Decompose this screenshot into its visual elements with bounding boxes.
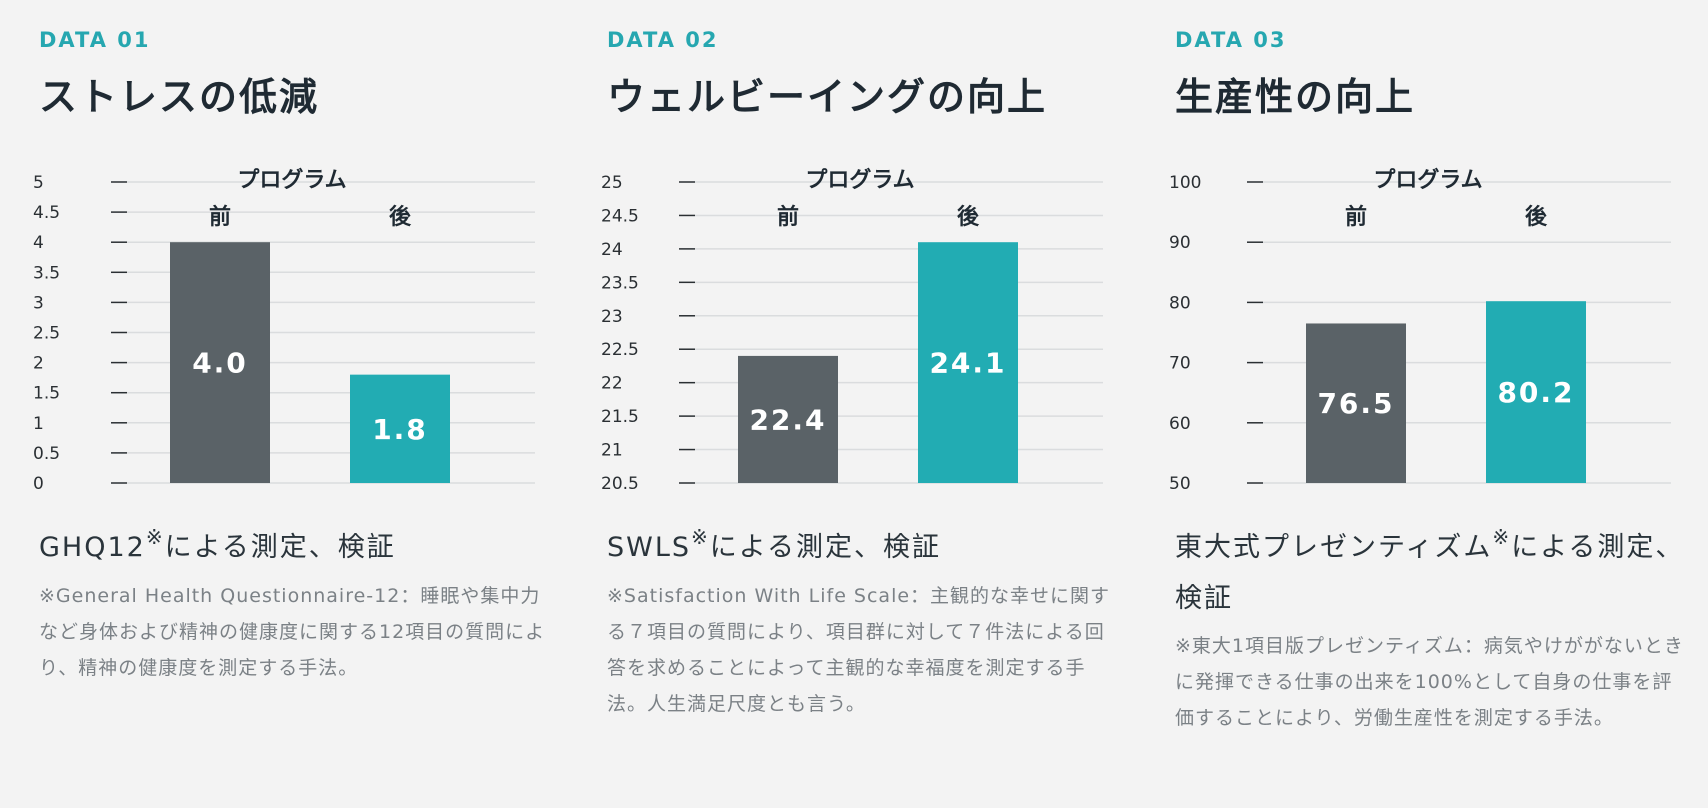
y-tick-label: 60: [1169, 414, 1191, 434]
y-tick-label: 24: [601, 240, 623, 260]
method-name: 東大式プレゼンティズム: [1175, 532, 1493, 563]
chart-group-title: プログラム: [237, 167, 346, 193]
panel-tag: DATA 01: [39, 28, 151, 52]
y-tick-label: 50: [1169, 474, 1191, 494]
y-tick-label: 1.5: [33, 384, 60, 404]
category-label: 前: [1345, 204, 1367, 230]
bar-after: [350, 374, 450, 483]
note-mark: ※: [145, 525, 165, 549]
bar-value-label: 24.1: [929, 347, 1006, 380]
bar-after: [918, 242, 1018, 483]
y-tick-label: 90: [1169, 233, 1191, 253]
y-tick-label: 4.5: [33, 203, 60, 223]
method-note: ※Satisfaction With Life Scale：主観的な幸せに関する…: [607, 585, 1111, 715]
chart-group-title: プログラム: [1373, 167, 1482, 193]
y-tick-label: 22: [601, 374, 623, 394]
panel-tag: DATA 03: [1175, 28, 1287, 52]
panel-title: ストレスの低減: [39, 75, 320, 119]
y-tick-label: 3.5: [33, 263, 60, 283]
bar-chart-productivity: 50 60 70 80 90 100 プログラム 76.5 前 80.2 後: [1169, 167, 1671, 494]
method-suffix: による測定、検証: [164, 532, 396, 563]
y-tick-label: 24.5: [601, 206, 639, 226]
bar-value-label: 1.8: [372, 413, 428, 446]
panel-tag: DATA 02: [607, 28, 719, 52]
y-tick-label: 0: [33, 474, 44, 494]
method-heading: 東大式プレゼンティズム※による測定、検証: [1175, 522, 1685, 624]
note-mark: ※: [1492, 525, 1512, 549]
method-name: GHQ12: [39, 532, 146, 563]
bar-value-label: 76.5: [1317, 387, 1394, 420]
bar-before: [170, 242, 270, 483]
bar-chart-wellbeing: 20.5 21 21.5 22 22.5 23 23.5 24 24.5 25 プログラム 22.4 前…: [601, 167, 1103, 494]
y-tick-label: 4: [33, 233, 44, 253]
y-tick-label: 23.5: [601, 273, 639, 293]
category-label: 前: [777, 204, 799, 230]
y-tick-label: 2: [33, 354, 44, 374]
method-suffix: による測定、検証: [1175, 532, 1685, 614]
y-tick-label: 100: [1169, 173, 1201, 193]
method-heading: SWLS※による測定、検証: [607, 522, 1117, 573]
y-tick-label: 22.5: [601, 340, 639, 360]
y-tick-label: 1: [33, 414, 44, 434]
method-suffix: による測定、検証: [709, 532, 941, 563]
bar-after: [1486, 301, 1586, 483]
method-heading: GHQ12※による測定、検証: [39, 522, 549, 573]
category-label: 前: [209, 204, 231, 230]
y-tick-label: 21: [601, 441, 623, 461]
y-tick-label: 5: [33, 173, 44, 193]
bar-value-label: 80.2: [1497, 376, 1574, 409]
category-label: 後: [957, 204, 980, 230]
y-tick-label: 70: [1169, 354, 1191, 374]
chart-group-title: プログラム: [805, 167, 914, 193]
y-tick-label: 2.5: [33, 324, 60, 344]
method-note: ※東大1項目版プレゼンティズム：病気やけががないときに発揮できる仕事の出来を10…: [1175, 635, 1684, 729]
y-tick-label: 0.5: [33, 444, 60, 464]
panel-title: 生産性の向上: [1175, 75, 1416, 119]
bar-before: [1306, 323, 1406, 483]
method-name: SWLS: [607, 532, 692, 563]
panel-title: ウェルビーイングの向上: [607, 75, 1048, 119]
bar-value-label: 4.0: [192, 347, 248, 380]
method-note: ※General Health Questionnaire-12：睡眠や集中力な…: [39, 585, 546, 679]
y-tick-label: 25: [601, 173, 623, 193]
y-tick-label: 80: [1169, 293, 1191, 313]
category-label: 後: [1525, 204, 1548, 230]
y-tick-label: 3: [33, 293, 44, 313]
y-tick-label: 23: [601, 307, 623, 327]
y-tick-label: 20.5: [601, 474, 639, 494]
y-tick-label: 21.5: [601, 407, 639, 427]
bar-before: [738, 355, 838, 483]
note-mark: ※: [691, 525, 710, 549]
bar-chart-stress: 0 0.5 1 1.5 2 2.5 3 3.5 4 4.5 5 プログラム 4.0 前 1.8 後: [33, 167, 535, 494]
category-label: 後: [389, 204, 412, 230]
bar-value-label: 22.4: [749, 403, 826, 436]
